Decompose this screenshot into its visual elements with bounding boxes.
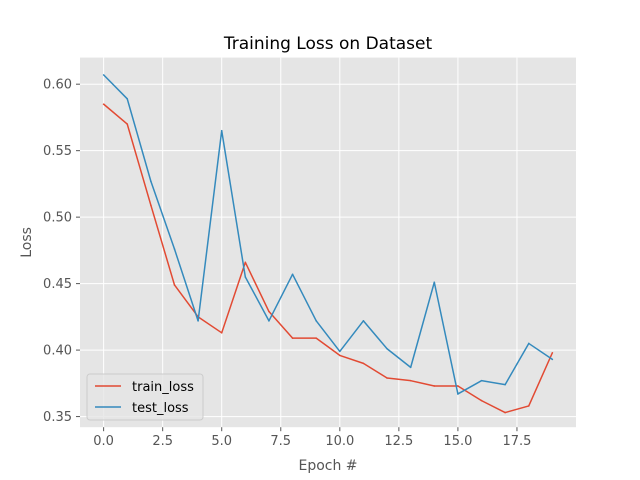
data-point-test-loss [173, 248, 176, 250]
data-point-test-loss [504, 383, 506, 386]
data-point-test-loss [291, 273, 294, 276]
x-tick-label: 10.0 [325, 434, 354, 449]
data-point-test-loss [409, 366, 412, 369]
x-tick-label: 2.5 [152, 434, 173, 449]
data-point-train-loss [315, 337, 317, 339]
legend-label-train-loss: train_loss [132, 380, 194, 395]
data-point-train-loss [551, 351, 554, 354]
legend: train_loss test_loss [86, 373, 204, 421]
data-point-test-loss [457, 393, 459, 395]
x-tick-label: 17.5 [502, 434, 531, 449]
data-point-train-loss [480, 399, 483, 402]
data-point-train-loss [457, 385, 459, 387]
data-point-train-loss [150, 204, 152, 206]
y-tick-label: 0.40 [43, 344, 72, 359]
plot-area [80, 57, 576, 428]
data-point-test-loss [339, 350, 341, 353]
data-point-test-loss [527, 342, 530, 345]
axis-ticks: 0.0 2.5 5.0 7.5 10.0 12.5 15.0 17.5 0.35 0.40 0.45… [43, 78, 531, 450]
y-tick-label: 0.60 [43, 78, 72, 93]
data-point-test-loss [386, 347, 388, 350]
chart-title: Training Loss on Dataset [223, 34, 433, 54]
data-point-test-loss [220, 129, 223, 132]
data-point-test-loss [362, 320, 365, 322]
data-point-train-loss [244, 261, 247, 264]
data-point-test-loss [244, 276, 247, 278]
data-point-test-loss [433, 281, 436, 284]
x-tick-label: 0.0 [93, 434, 114, 449]
data-point-train-loss [409, 379, 412, 382]
data-point-train-loss [173, 284, 176, 286]
data-point-train-loss [433, 385, 436, 387]
y-tick-label: 0.45 [43, 277, 72, 292]
data-point-test-loss [315, 320, 317, 322]
data-point-train-loss [527, 405, 530, 407]
y-tick-label: 0.50 [43, 211, 72, 226]
series-line-train-loss [103, 103, 554, 414]
data-point-train-loss [102, 103, 105, 105]
x-axis-label: Epoch # [298, 458, 357, 474]
data-point-train-loss [339, 354, 341, 357]
series-lines [102, 74, 554, 414]
data-point-train-loss [291, 337, 294, 339]
x-tick-label: 5.0 [211, 434, 232, 449]
x-tick-label: 7.5 [270, 434, 291, 449]
data-point-train-loss [504, 411, 506, 414]
data-point-test-loss [197, 320, 199, 322]
data-point-test-loss [126, 98, 129, 100]
data-point-test-loss [268, 320, 270, 322]
legend-label-test-loss: test_loss [132, 401, 189, 416]
data-point-train-loss [268, 310, 270, 313]
data-point-test-loss [551, 358, 554, 361]
x-tick-label: 15.0 [443, 434, 472, 449]
x-tick-label: 12.5 [384, 434, 413, 449]
data-point-train-loss [220, 332, 223, 334]
series-line-test-loss [103, 74, 553, 395]
data-point-train-loss [362, 362, 365, 365]
data-point-train-loss [386, 377, 388, 379]
y-tick-label: 0.35 [43, 410, 72, 425]
data-point-test-loss [480, 379, 483, 382]
y-tick-label: 0.55 [43, 144, 72, 159]
data-point-train-loss [126, 123, 129, 125]
y-axis-label: Loss [19, 227, 35, 258]
data-point-test-loss [150, 180, 152, 183]
data-point-test-loss [102, 74, 105, 76]
